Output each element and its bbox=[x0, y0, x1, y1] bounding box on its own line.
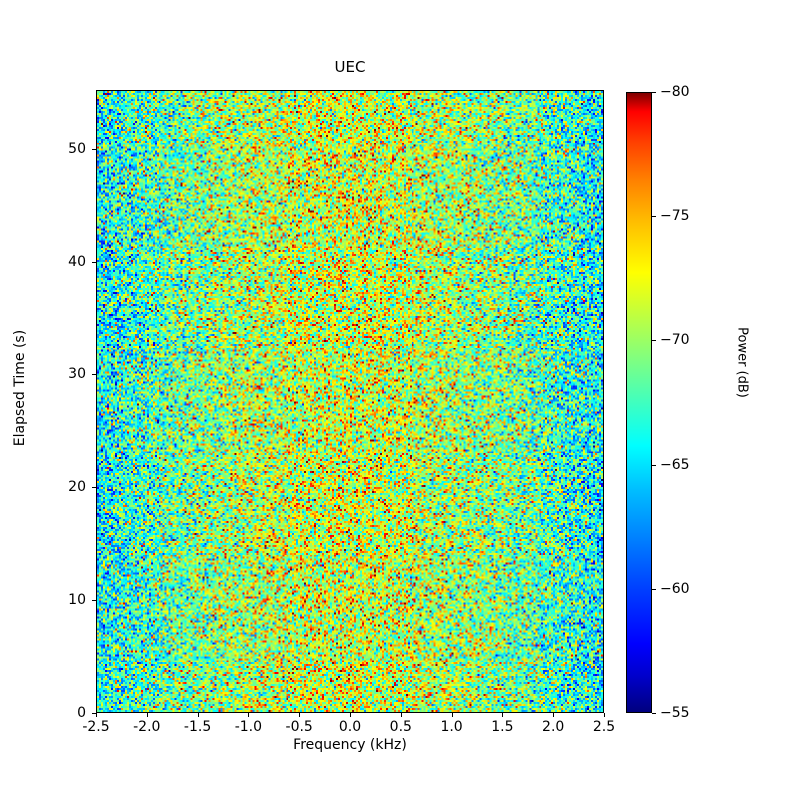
y-tick-label: 20 bbox=[68, 479, 86, 496]
colorbar-tick-label: −60 bbox=[660, 580, 690, 597]
y-tick-label: 0 bbox=[77, 705, 86, 721]
x-tick-mark bbox=[553, 713, 555, 717]
colorbar-tick-mark bbox=[652, 588, 656, 590]
x-tick-mark bbox=[400, 713, 402, 717]
colorbar-tick-mark bbox=[652, 713, 656, 714]
x-tick-mark bbox=[350, 713, 351, 717]
y-tick-mark bbox=[92, 148, 96, 150]
y-tick-mark bbox=[92, 600, 96, 602]
x-tick-label: 1.0 bbox=[440, 719, 463, 735]
colorbar-tick-label: −55 bbox=[660, 705, 690, 721]
y-tick-label: 40 bbox=[68, 253, 86, 270]
x-tick-mark bbox=[197, 713, 199, 717]
colorbar-tick-label: −65 bbox=[660, 456, 690, 473]
x-tick-mark bbox=[96, 713, 97, 717]
x-tick-mark bbox=[502, 713, 504, 717]
x-tick-mark bbox=[299, 713, 301, 717]
spectrogram-image bbox=[97, 91, 603, 712]
colorbar-tick-label: −80 bbox=[660, 84, 690, 100]
x-tick-label: -1.5 bbox=[183, 719, 212, 735]
colorbar-tick-label: −70 bbox=[660, 332, 690, 349]
y-tick-mark bbox=[92, 374, 96, 376]
x-tick-label: 2.5 bbox=[592, 719, 616, 735]
x-tick-label: 1.5 bbox=[491, 719, 514, 735]
x-tick-label: 0.0 bbox=[338, 719, 362, 735]
y-tick-label: 10 bbox=[68, 592, 86, 609]
x-tick-mark bbox=[248, 713, 250, 717]
x-tick-label: -0.5 bbox=[285, 719, 313, 735]
y-tick-mark bbox=[92, 487, 96, 489]
x-tick-label: 0.5 bbox=[389, 719, 412, 735]
colorbar-tick-mark bbox=[652, 216, 656, 218]
colorbar-tick-mark bbox=[652, 464, 656, 466]
x-tick-mark bbox=[604, 713, 605, 717]
colorbar: −55 −60 −65 −70 −75 −80 bbox=[626, 84, 690, 721]
x-tick-mark bbox=[451, 713, 453, 717]
title-line-station: UEC bbox=[334, 58, 366, 76]
x-tick-label: 2.0 bbox=[542, 719, 565, 735]
spectrogram-plot-area bbox=[96, 90, 604, 713]
colorbar-tick-mark bbox=[652, 340, 656, 342]
x-tick-label: -2.0 bbox=[133, 719, 161, 735]
y-tick-label: 30 bbox=[68, 366, 86, 383]
y-tick-mark bbox=[92, 713, 96, 714]
colorbar-tick-mark bbox=[652, 92, 656, 93]
x-axis-label: Frequency (kHz) bbox=[293, 737, 407, 753]
colorbar-label: Power (dB) bbox=[734, 327, 750, 398]
colorbar-tick-label: −75 bbox=[660, 208, 690, 225]
y-axis-label: Elapsed Time (s) bbox=[12, 329, 28, 447]
y-tick-label: 50 bbox=[68, 140, 86, 157]
colorbar-gradient bbox=[626, 92, 652, 713]
y-tick-mark bbox=[92, 261, 96, 263]
x-tick-label: -1.0 bbox=[234, 719, 263, 735]
x-tick-label: -2.5 bbox=[82, 719, 110, 735]
x-tick-mark bbox=[146, 713, 148, 717]
